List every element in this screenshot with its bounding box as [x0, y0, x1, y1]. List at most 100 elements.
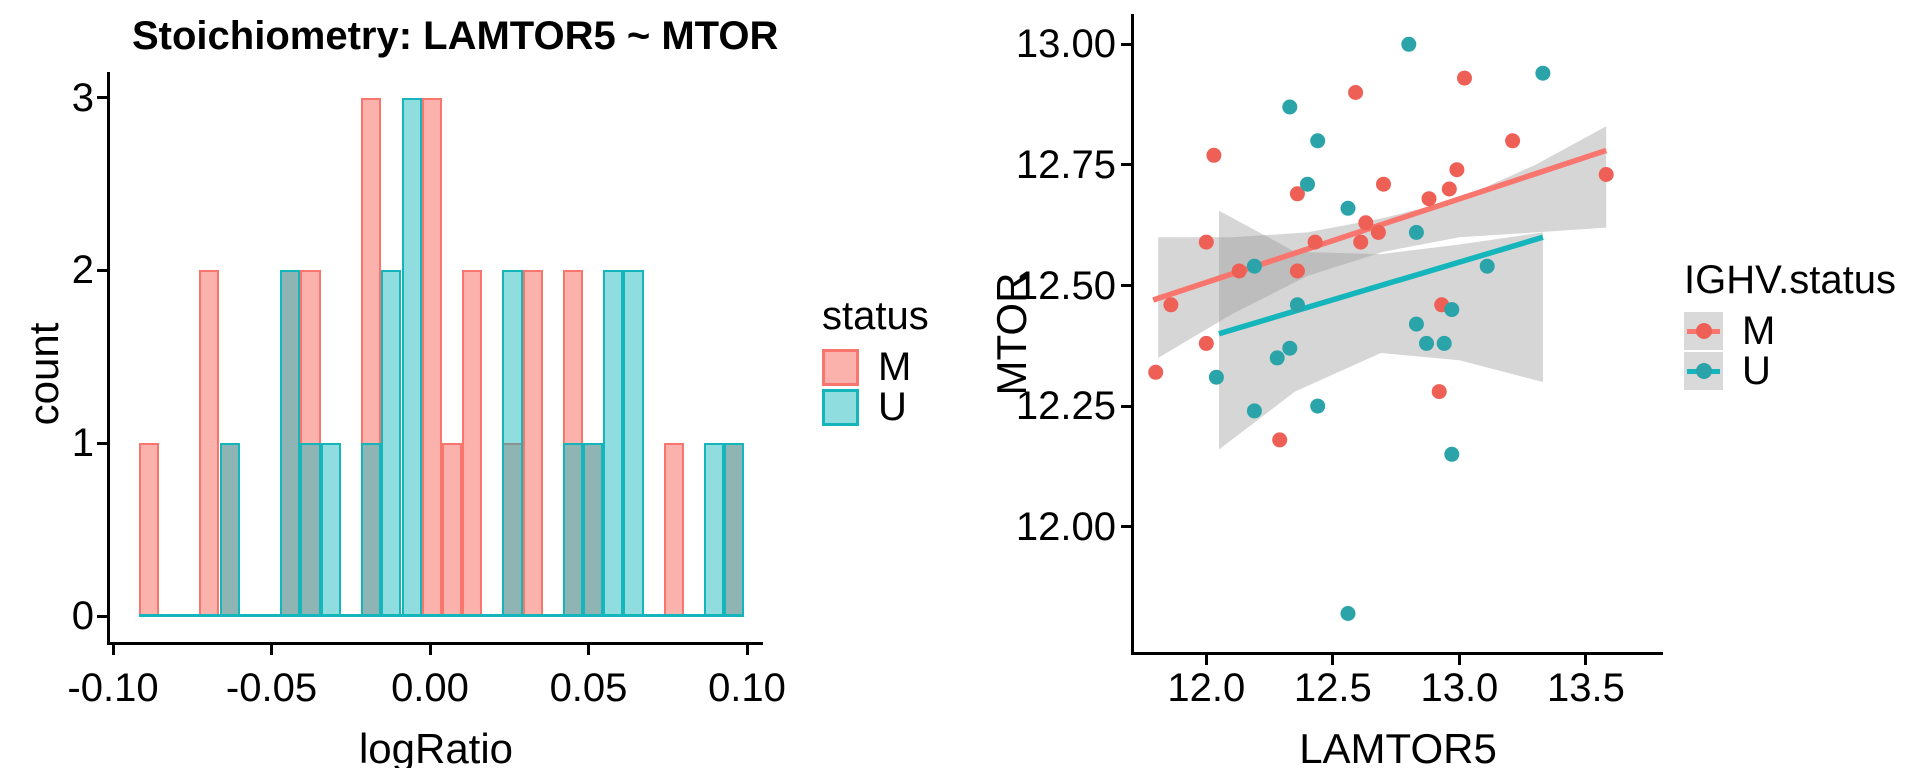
y-tick-label: 2 [71, 248, 94, 293]
scatter-point-u [1419, 335, 1434, 351]
y-tick [97, 96, 107, 100]
x-tick [428, 645, 432, 655]
scatter-point-u [1444, 302, 1460, 318]
x-tick-label: 12.0 [1167, 666, 1246, 710]
confidence-band-m [1158, 126, 1607, 358]
x-tick-label: 0.05 [549, 666, 628, 710]
legend-label-U: U [1742, 349, 1771, 393]
scatter-point-m [1206, 147, 1222, 163]
scatter-point-m [1370, 224, 1386, 240]
legend-ighv-status-title: IGHV.status [1684, 258, 1896, 302]
scatter-point-u [1246, 403, 1262, 419]
legend-swatch-U [822, 388, 859, 426]
histogram-bar-u [502, 270, 523, 616]
scatter-plot-area [1148, 36, 1614, 621]
x-tick [1457, 655, 1461, 665]
scatter-point-m [1163, 297, 1179, 313]
scatter-point-m [1307, 234, 1323, 250]
y-tick-label: 3 [71, 75, 94, 120]
scatter-point-m [1457, 70, 1472, 86]
scatter-point-m [1421, 191, 1437, 207]
scatter-point-m [1148, 364, 1164, 380]
scatter-point-u [1340, 606, 1356, 621]
scatter-point-m [1198, 335, 1214, 351]
scatter-point-u [1269, 350, 1285, 366]
chart-title: Stoichiometry: LAMTOR5 ~ MTOR [132, 14, 779, 58]
histogram-bar-u [320, 443, 341, 616]
trend-line-u [1218, 234, 1544, 337]
y-tick-label: 0 [71, 594, 94, 638]
scatter-point-u [1300, 176, 1315, 192]
x-tick [745, 645, 749, 655]
scatter-point-u [1310, 133, 1326, 149]
scatter-point-m [1272, 432, 1288, 448]
scatter-point-u [1479, 258, 1495, 274]
x-tick [587, 645, 590, 655]
histogram-bar-m [199, 270, 220, 616]
scatter-point-u [1340, 200, 1356, 216]
scatter-point-u [1408, 316, 1424, 332]
histogram-bar-m [138, 443, 159, 616]
scatter-point-m [1289, 186, 1305, 202]
x-tick [1331, 655, 1335, 665]
scatter-point-m [1231, 263, 1247, 279]
y-tick [97, 614, 107, 618]
scatter-point-u [1282, 340, 1298, 356]
scatter-point-u [1289, 297, 1305, 313]
y-tick-label: 12.50 [1015, 263, 1116, 308]
x-axis-line [107, 642, 763, 645]
scatter-point-m [1358, 215, 1374, 231]
y-tick-label: 12.75 [1015, 142, 1116, 187]
histogram-bar-u [300, 443, 321, 616]
x-tick-label: 0.00 [391, 666, 469, 710]
y-tick [1121, 284, 1131, 287]
x-tick-label: -0.10 [67, 666, 159, 710]
y-tick [97, 441, 107, 445]
histogram-bar-m [663, 443, 684, 616]
scatter-point-m [1441, 181, 1457, 197]
y-tick [1121, 42, 1131, 46]
scatter-point-m [1376, 176, 1391, 192]
histogram-bar-m [441, 443, 462, 616]
x-tick [1584, 655, 1588, 665]
legend-label-M: M [1742, 309, 1776, 353]
x-tick-label: -0.05 [225, 666, 318, 710]
histogram-baseline [138, 614, 745, 617]
histogram-bar-u [280, 270, 301, 616]
scatter-point-m [1449, 162, 1465, 178]
scatter-point-m [1598, 167, 1614, 182]
scatter-point-m [1353, 234, 1369, 250]
scatter-point-m [1431, 384, 1447, 400]
histogram-bar-m [421, 97, 442, 616]
legend-item-U: U [822, 387, 929, 427]
legend-keydot-M [1695, 323, 1712, 339]
y-tick [1121, 404, 1131, 408]
x-tick [1204, 655, 1208, 665]
histogram-bar-u [583, 443, 604, 616]
histogram-bar-u [623, 270, 644, 616]
scatter-point-u [1208, 369, 1224, 385]
y-axis-line [107, 72, 110, 645]
scatter-point-u [1444, 446, 1460, 462]
y-tick-label: 12.25 [1015, 384, 1116, 429]
legend-status-title: status [822, 294, 929, 338]
legend-item-U: U [1684, 351, 1896, 391]
x-tick-label: 0.10 [708, 666, 786, 710]
legend-swatch-M [822, 348, 859, 386]
scatter-point-u [1401, 36, 1417, 52]
x-tick [111, 645, 115, 655]
histogram-bar-u [381, 270, 402, 616]
x-tick-label: 12.5 [1293, 666, 1372, 710]
histogram-bar-u [360, 443, 382, 616]
scatter-point-m [1198, 234, 1214, 250]
x-axis-line [1131, 652, 1663, 655]
histogram-bar-u [219, 443, 240, 616]
y-tick-label: 1 [71, 421, 94, 466]
scatter-point-u [1246, 258, 1262, 274]
y-tick [1121, 525, 1131, 529]
x-tick-label: 13.0 [1420, 666, 1499, 710]
